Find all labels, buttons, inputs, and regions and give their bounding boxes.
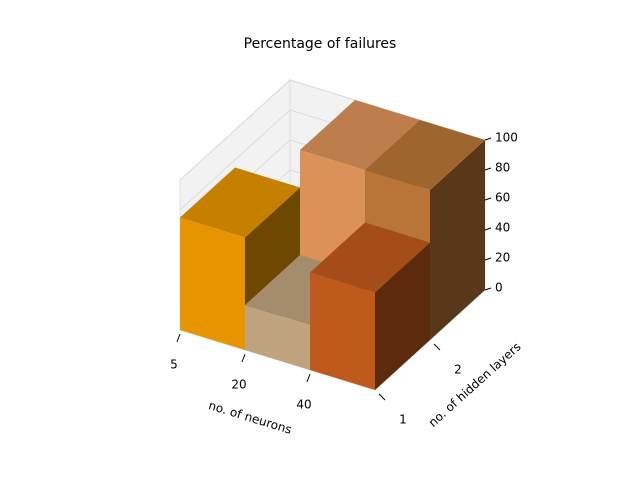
z-tick-label: 80 xyxy=(495,161,510,175)
z-tick-label: 40 xyxy=(495,221,510,235)
z-tick xyxy=(484,197,492,201)
x-tick xyxy=(306,373,311,383)
x-tick-label: 5 xyxy=(170,358,178,372)
chart-title: Percentage of failures xyxy=(244,36,397,52)
z-tick xyxy=(484,137,492,141)
bar-top xyxy=(300,100,420,170)
bar-side xyxy=(375,242,430,390)
y-tick-label: 2 xyxy=(454,363,462,377)
bar-front xyxy=(180,217,245,350)
z-tick xyxy=(484,227,492,231)
bar-front xyxy=(310,272,375,390)
z-tick-label: 0 xyxy=(495,281,503,295)
bar-side xyxy=(430,140,485,340)
bar-top xyxy=(365,120,485,190)
y-tick-label: 1 xyxy=(399,413,407,427)
x-tick-label: 20 xyxy=(231,378,246,392)
z-tick-label: 60 xyxy=(495,191,510,205)
z-tick xyxy=(484,287,492,291)
x-axis-title: no. of neurons xyxy=(207,398,294,437)
z-tick xyxy=(484,167,492,171)
x-tick xyxy=(241,353,246,363)
x-tick xyxy=(176,333,181,343)
z-tick-label: 100 xyxy=(495,131,518,145)
z-tick-label: 20 xyxy=(495,251,510,265)
y-tick xyxy=(378,393,386,401)
z-tick xyxy=(484,257,492,261)
y-axis-title: no. of hidden layers xyxy=(426,340,524,430)
bar-front xyxy=(245,305,310,370)
bar-top xyxy=(310,222,430,293)
bar-top xyxy=(180,167,300,238)
y-tick xyxy=(433,343,441,351)
x-tick-label: 40 xyxy=(296,398,311,412)
bar xyxy=(310,222,430,390)
